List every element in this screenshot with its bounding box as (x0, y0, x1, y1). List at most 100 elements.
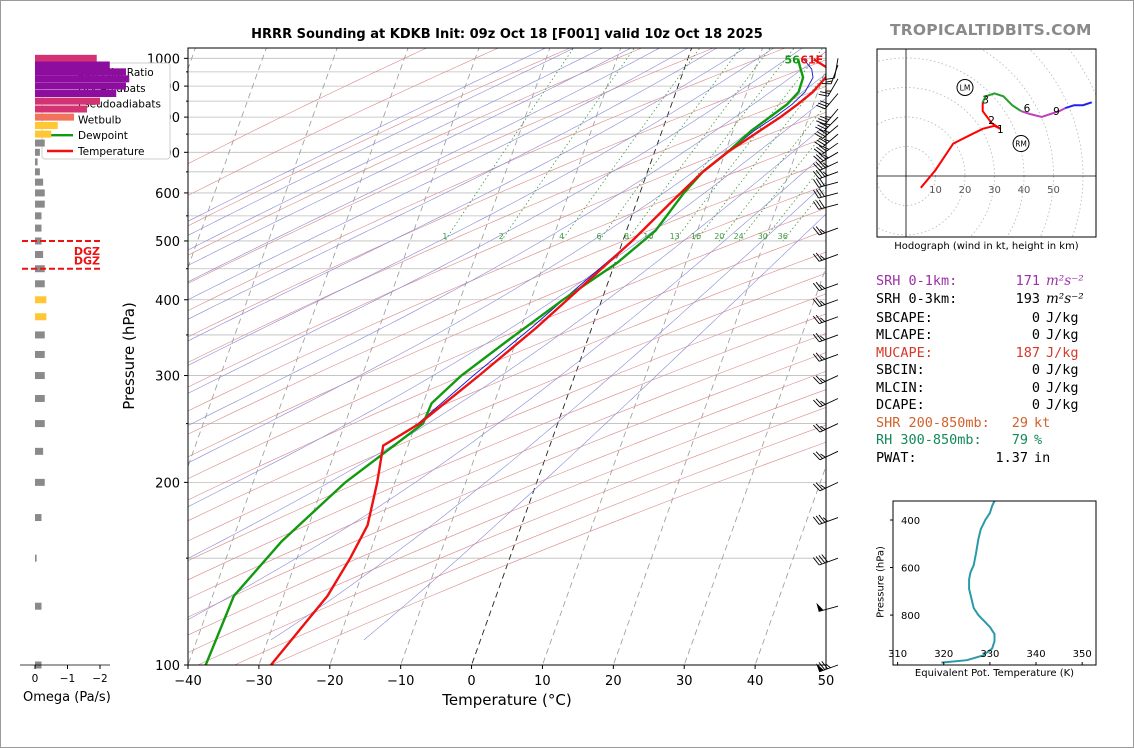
barb-feather (813, 424, 821, 433)
barb-feather (815, 189, 822, 198)
mixing-ratio-label: 8 (624, 232, 629, 241)
barb-staff (819, 398, 839, 408)
y-tick-label: 300 (155, 370, 180, 385)
theta-e-y-tick-label: 800 (901, 611, 920, 622)
isotherm-line (683, 266, 826, 665)
barb-feather (815, 252, 823, 261)
barb-feather (815, 226, 823, 235)
omega-bar (35, 61, 110, 69)
barb-staff (819, 254, 839, 262)
barb-feather (815, 126, 825, 132)
hodograph-segment (1064, 101, 1093, 110)
omega-bar (35, 372, 45, 380)
hodograph-ring-label: 20 (959, 185, 972, 196)
wind-barb (813, 142, 839, 155)
index-unit: J/kg (1046, 380, 1079, 396)
storm-motion-marker (1012, 135, 1030, 153)
index-label: MUCAPE: (876, 345, 933, 361)
zero-isotherm (471, 48, 693, 665)
dry-adiabat (188, 48, 428, 165)
barb-feather (815, 154, 824, 162)
barb-feather (814, 141, 823, 148)
dry-adiabat (188, 48, 787, 311)
omega-bar (35, 130, 52, 138)
wind-barb (818, 78, 839, 97)
index-unit: kt (1034, 415, 1051, 431)
omega-bar (35, 478, 45, 486)
x-tick-label: 40 (747, 674, 764, 689)
isotherm-line (329, 48, 551, 665)
pseudoadiabat (188, 48, 632, 266)
barb-feather (812, 353, 820, 362)
hodograph-plot: 10 20 30 40 50 12 3 6 9 LM RM (876, 48, 1097, 238)
legend-label: Wetbulb (78, 114, 122, 126)
index-value: 0 (1031, 327, 1040, 343)
mixing-ratio-label: 20 (714, 232, 724, 241)
index-row: SBCIN: 0 J/kg (876, 362, 1086, 378)
index-label: SRH 0-3km: (876, 291, 958, 307)
wind-barb (813, 398, 839, 408)
barb-feather (820, 377, 826, 382)
barb-feather (818, 662, 826, 671)
omega-bar (35, 514, 42, 522)
omega-bar (35, 189, 45, 197)
wind-barb (812, 297, 839, 308)
wind-barb (813, 375, 839, 385)
x-tick-label: 50 (818, 674, 835, 689)
wind-barb (813, 199, 839, 210)
barb-feather (825, 116, 831, 118)
index-value: 1.37 (995, 450, 1028, 466)
hodograph-segment (981, 102, 1001, 130)
barb-feather (825, 663, 831, 669)
wind-barb (812, 352, 839, 362)
omega-bar (35, 212, 42, 220)
barb-feather (820, 453, 826, 458)
dry-adiabat (188, 272, 826, 542)
barb-feather (812, 298, 820, 307)
omega-bar (35, 554, 37, 562)
wind-barb (816, 602, 839, 612)
theta-e-x-tick-label: 340 (1026, 649, 1045, 660)
wind-barb (821, 64, 839, 85)
mixing-ratio-label: 16 (691, 232, 701, 241)
dry-adiabat (188, 48, 571, 227)
hodograph-segment (1020, 107, 1066, 119)
omega-bar (35, 200, 45, 208)
index-label: SHR 200-850mb: (876, 415, 990, 431)
index-row: SHR 200-850mb: 29 kt (876, 415, 1086, 431)
y-tick-label: 100 (155, 659, 180, 674)
index-row: MUCAPE: 187 J/kg (876, 345, 1086, 361)
barb-staff (827, 78, 839, 97)
barb-staff (819, 299, 839, 308)
barb-feather (820, 355, 826, 360)
barb-feather (815, 352, 823, 361)
index-row: SBCAPE: 0 J/kg (876, 310, 1086, 326)
dry-adiabat (188, 352, 826, 618)
omega-bar (35, 168, 40, 176)
x-tick-label: −40 (174, 674, 201, 689)
index-value: 193 (1015, 291, 1040, 307)
barb-staff (819, 450, 839, 461)
index-value: 0 (1031, 362, 1040, 378)
barb-feather (813, 155, 821, 163)
x-tick-label: 20 (605, 674, 622, 689)
barb-feather (825, 77, 835, 80)
x-tick-label: −30 (245, 674, 272, 689)
barb-staff (820, 151, 839, 163)
wind-barb (812, 514, 839, 525)
barb-staff (824, 108, 839, 125)
barb-staff (819, 161, 839, 171)
omega-bar (35, 265, 45, 273)
hodograph-ring-label: 10 (929, 185, 942, 196)
barb-feather (818, 188, 825, 197)
wind-barb (812, 252, 839, 262)
hodograph-height-label: 2 (988, 115, 995, 127)
skew-t-frame (187, 47, 827, 666)
omega-bar (35, 250, 44, 258)
hodograph-clip-group: 10 20 30 40 50 12 3 6 9 LM RM (877, 49, 1096, 237)
index-row: SRH 0-1km: 171 m²s⁻² (876, 273, 1086, 289)
pseudoadiabat (188, 152, 826, 620)
barb-feather (812, 253, 820, 262)
omega-bar (35, 313, 47, 321)
index-row: DCAPE: 0 J/kg (876, 397, 1086, 413)
